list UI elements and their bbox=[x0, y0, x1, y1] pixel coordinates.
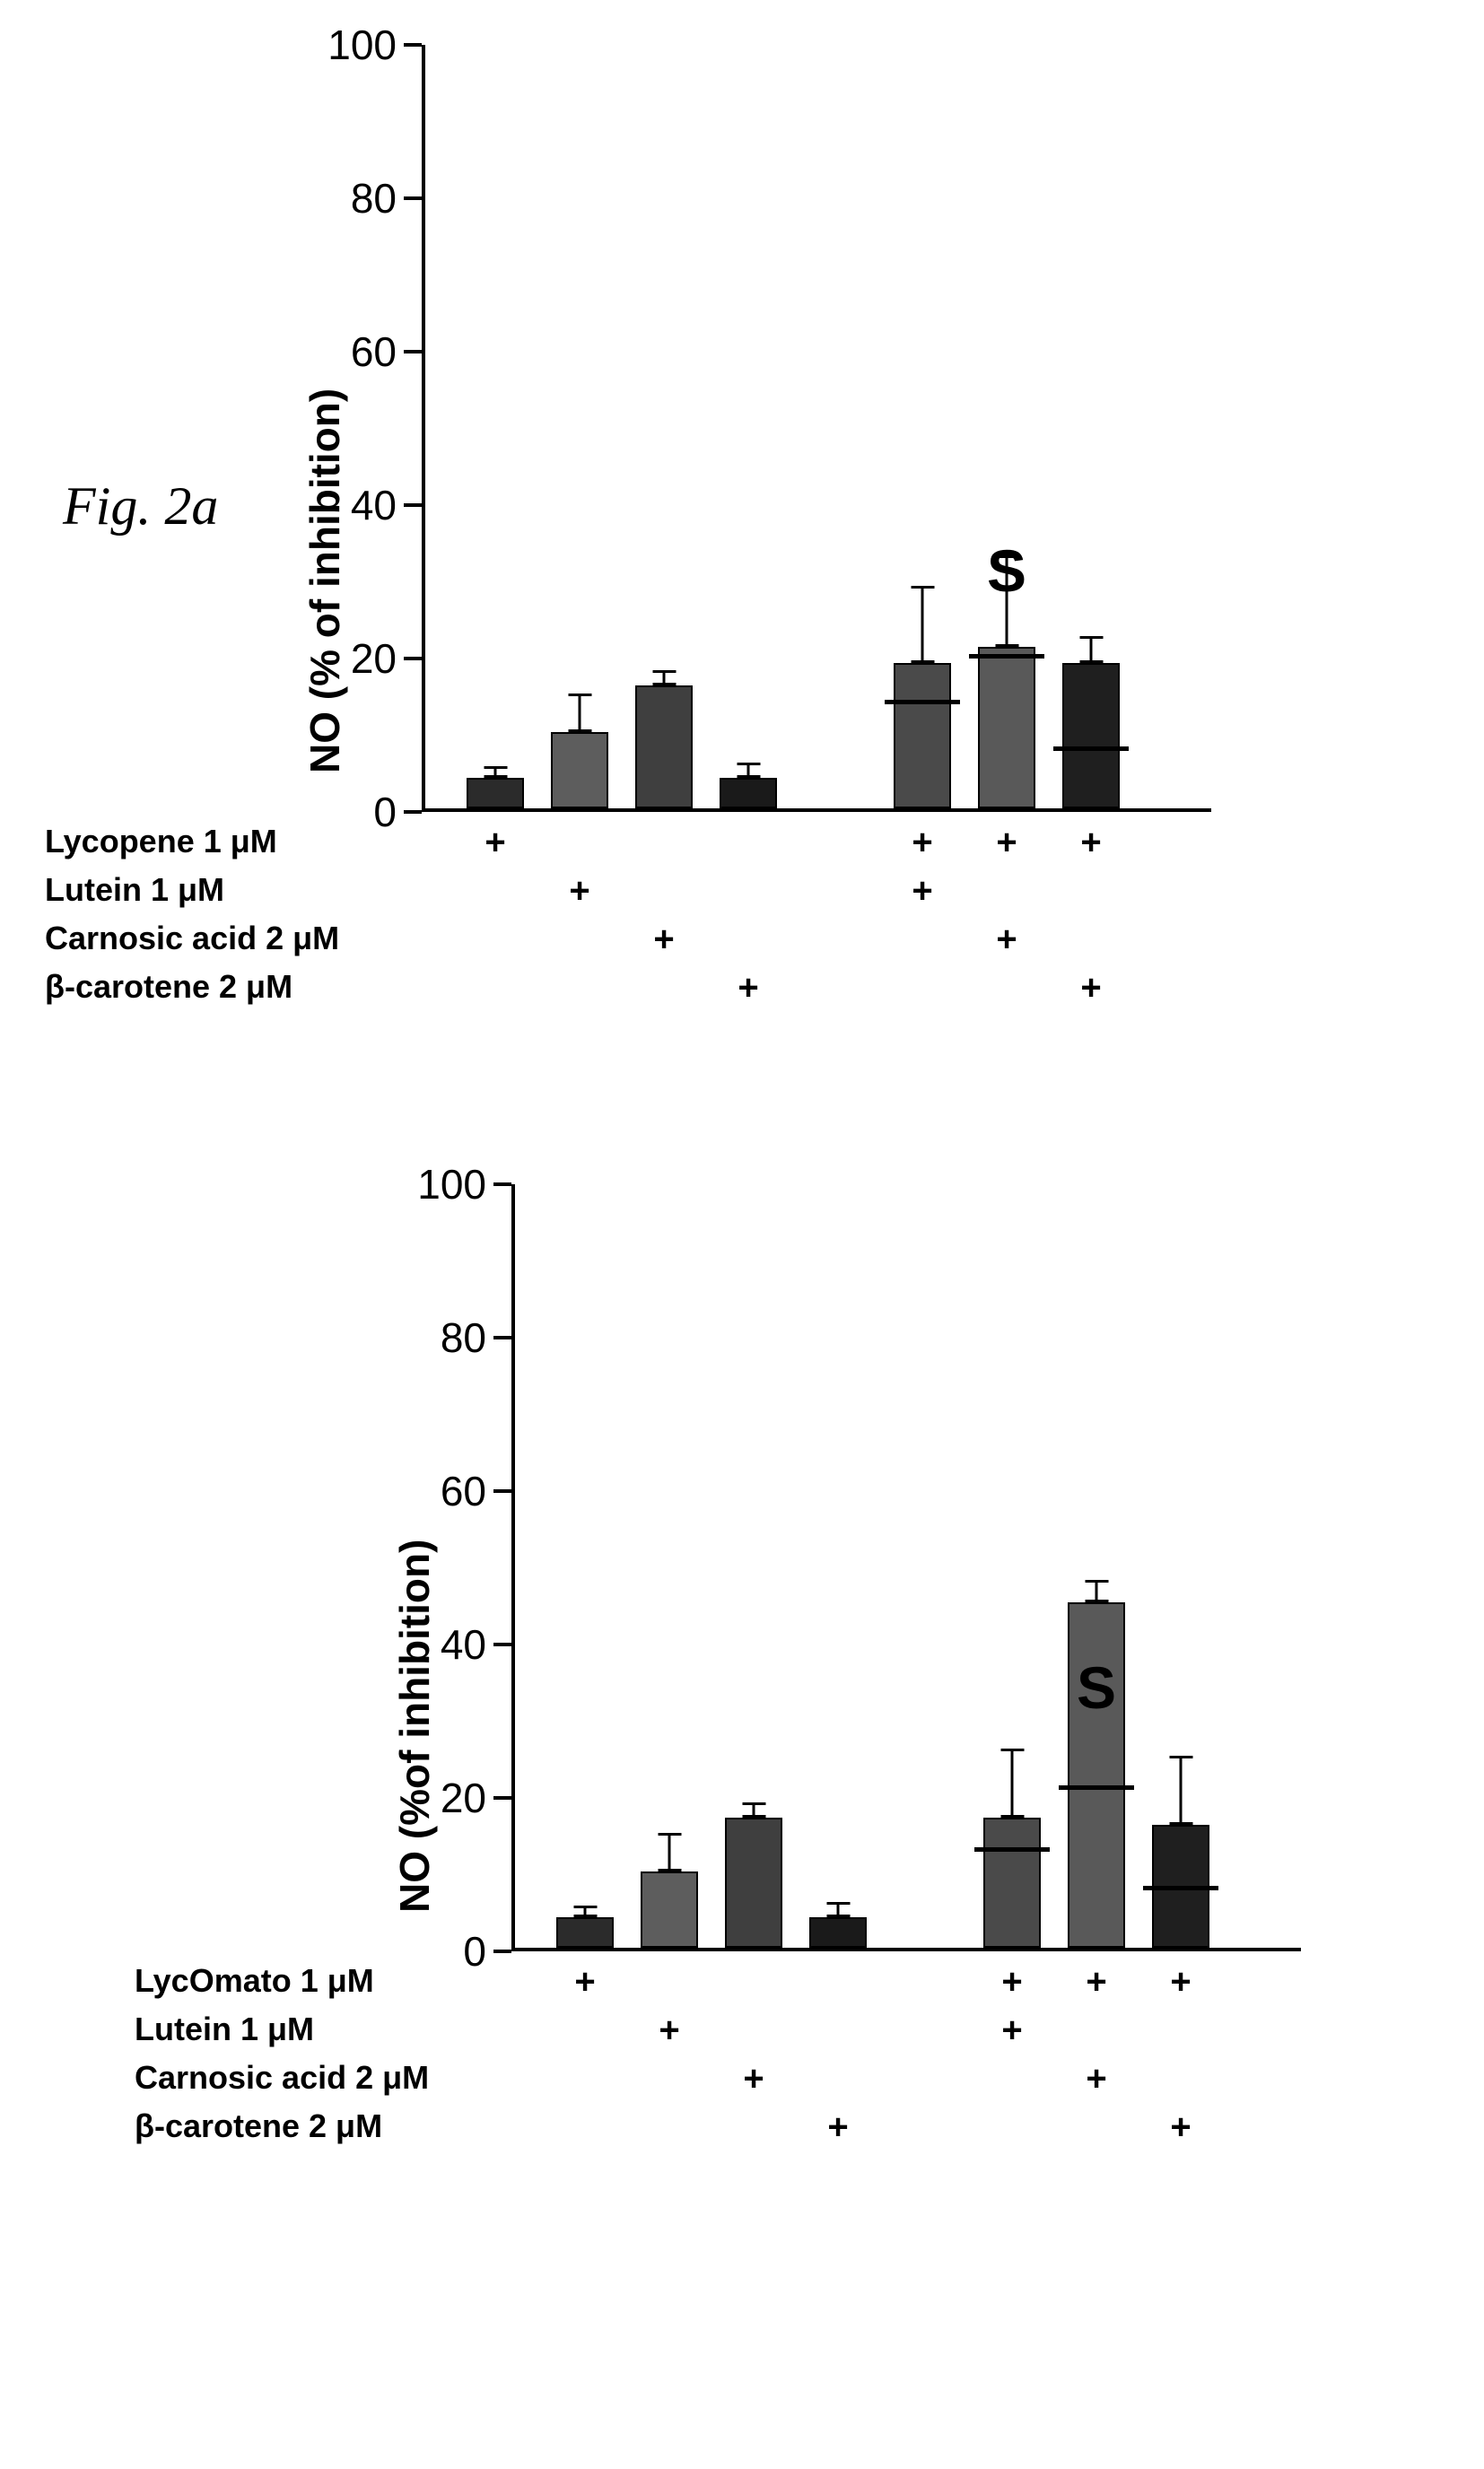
bar bbox=[635, 685, 693, 808]
treatment-mark: + bbox=[1001, 1962, 1022, 2002]
y-tick-label: 0 bbox=[373, 788, 422, 836]
bar-fill bbox=[894, 663, 951, 808]
treatment-label: Lutein 1 μM bbox=[135, 2011, 314, 2048]
bar-fill bbox=[556, 1917, 614, 1948]
treatment-mark: + bbox=[1080, 968, 1101, 1008]
y-tick-label: 60 bbox=[441, 1467, 511, 1515]
bar-fill bbox=[467, 778, 524, 808]
synergy-mark: S bbox=[1077, 1653, 1116, 1722]
treatment-mark: + bbox=[827, 2107, 848, 2148]
error-bar bbox=[584, 1906, 587, 1917]
chart-a-y-axis bbox=[422, 45, 425, 812]
treatment-label: Lutein 1 μM bbox=[45, 871, 224, 909]
bar bbox=[720, 778, 777, 808]
error-bar bbox=[1090, 636, 1093, 663]
bar-fill bbox=[1062, 663, 1120, 808]
error-bar bbox=[747, 763, 750, 778]
treatment-mark: + bbox=[653, 920, 674, 960]
treatment-mark: + bbox=[738, 968, 758, 1008]
error-bar bbox=[663, 670, 666, 685]
expected-line bbox=[969, 654, 1044, 659]
expected-line bbox=[1143, 1886, 1218, 1890]
chart-b-y-title: NO (%of inhibition) bbox=[390, 1540, 439, 1913]
bar bbox=[894, 663, 951, 808]
y-tick-label: 40 bbox=[351, 481, 422, 529]
error-bar bbox=[579, 694, 581, 732]
treatment-mark: + bbox=[912, 823, 932, 863]
chart-b-y-axis bbox=[511, 1184, 515, 1951]
chart-a-plot: 020406080100S bbox=[422, 45, 1211, 812]
chart-a: 020406080100S NO (% of inhibition) bbox=[422, 45, 1211, 812]
bar bbox=[467, 778, 524, 808]
error-bar bbox=[753, 1802, 755, 1818]
treatment-label: β-carotene 2 μM bbox=[45, 968, 292, 1006]
figure-label: Fig. 2a bbox=[63, 475, 218, 537]
treatment-label: Carnosic acid 2 μM bbox=[45, 920, 339, 957]
bar bbox=[809, 1917, 867, 1948]
chart-b-plot: 020406080100S bbox=[511, 1184, 1301, 1951]
treatment-mark: + bbox=[1080, 823, 1101, 863]
bar-fill bbox=[720, 778, 777, 808]
error-bar bbox=[668, 1833, 671, 1871]
bar-fill bbox=[635, 685, 693, 808]
y-tick-label: 0 bbox=[463, 1927, 511, 1976]
treatment-label: β-carotene 2 μM bbox=[135, 2107, 382, 2145]
chart-a-x-axis bbox=[422, 808, 1211, 812]
error-bar bbox=[1096, 1580, 1098, 1603]
error-bar bbox=[921, 586, 924, 663]
y-tick-label: 100 bbox=[327, 21, 422, 69]
bar-fill bbox=[641, 1871, 698, 1949]
treatment-mark: + bbox=[1170, 1962, 1191, 2002]
bar-fill bbox=[809, 1917, 867, 1948]
error-bar bbox=[837, 1902, 840, 1917]
y-tick-label: 20 bbox=[441, 1774, 511, 1822]
treatment-mark: + bbox=[1170, 2107, 1191, 2148]
treatment-label: LycOmato 1 μM bbox=[135, 1962, 374, 2000]
y-tick-label: 60 bbox=[351, 327, 422, 376]
treatment-label: Lycopene 1 μM bbox=[45, 823, 277, 860]
chart-b: 020406080100S NO (%of inhibition) bbox=[511, 1184, 1301, 1951]
treatment-mark: + bbox=[484, 823, 505, 863]
expected-line bbox=[1053, 746, 1129, 751]
bar bbox=[551, 732, 608, 809]
treatment-mark: + bbox=[996, 823, 1017, 863]
treatment-mark: + bbox=[1001, 2011, 1022, 2051]
treatment-mark: + bbox=[574, 1962, 595, 2002]
synergy-mark: S bbox=[987, 537, 1026, 605]
bar bbox=[725, 1818, 782, 1948]
chart-b-x-axis bbox=[511, 1948, 1301, 1951]
expected-line bbox=[974, 1847, 1050, 1852]
y-tick-label: 20 bbox=[351, 634, 422, 683]
y-tick-label: 80 bbox=[351, 174, 422, 222]
bar-fill bbox=[983, 1818, 1041, 1948]
bar bbox=[978, 647, 1035, 808]
y-tick-label: 40 bbox=[441, 1620, 511, 1669]
bar-fill bbox=[978, 647, 1035, 808]
y-tick-label: 80 bbox=[441, 1313, 511, 1362]
treatment-mark: + bbox=[743, 2059, 764, 2099]
expected-line bbox=[1059, 1785, 1134, 1790]
expected-line bbox=[885, 700, 960, 704]
error-bar bbox=[1180, 1756, 1183, 1825]
error-bar bbox=[494, 766, 497, 778]
treatment-mark: + bbox=[1086, 1962, 1106, 2002]
bar bbox=[556, 1917, 614, 1948]
treatment-label: Carnosic acid 2 μM bbox=[135, 2059, 429, 2097]
bar bbox=[1062, 663, 1120, 808]
page: Fig. 2a 020406080100S NO (% of inhibitio… bbox=[0, 0, 1484, 2469]
treatment-mark: + bbox=[569, 871, 589, 912]
chart-a-y-title: NO (% of inhibition) bbox=[301, 388, 349, 773]
bar bbox=[983, 1818, 1041, 1948]
treatment-mark: + bbox=[659, 2011, 679, 2051]
error-bar bbox=[1011, 1749, 1014, 1818]
bar-fill bbox=[725, 1818, 782, 1948]
bar-fill bbox=[551, 732, 608, 809]
treatment-mark: + bbox=[996, 920, 1017, 960]
treatment-mark: + bbox=[1086, 2059, 1106, 2099]
y-tick-label: 100 bbox=[417, 1160, 511, 1208]
treatment-mark: + bbox=[912, 871, 932, 912]
bar bbox=[641, 1871, 698, 1949]
